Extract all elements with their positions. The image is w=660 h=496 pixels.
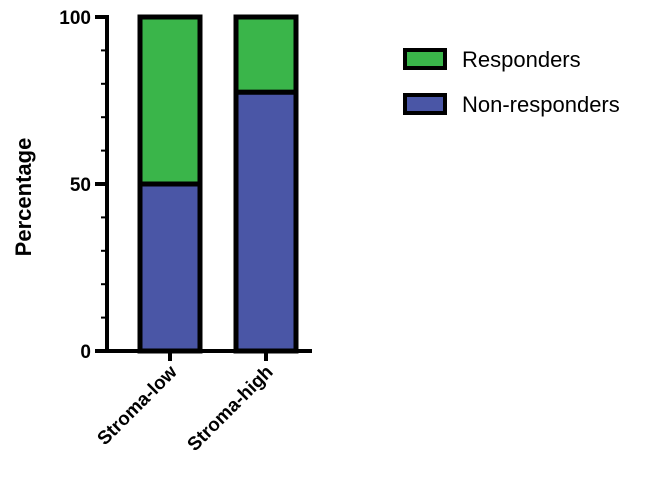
bar-stroma-high-responders [233,14,299,95]
y-tick-label: 50 [70,175,91,196]
x-tick-label: Stroma-high [184,362,278,456]
bar-stroma-low-non-responders [137,181,203,354]
bar-stroma-low-responders [137,14,203,187]
legend-swatch-non-responders [403,93,447,115]
legend-label-responders: Responders [462,47,581,72]
x-tick-label: Stroma-low [94,362,182,450]
y-axis-title: Percentage [11,138,36,257]
legend-label-non-responders: Non-responders [462,92,620,117]
y-axis-title-group: Percentage [11,138,36,257]
plot-layer [137,14,299,354]
legend: Responders Non-responders [403,47,620,117]
bar-stroma-high-non-responders [233,89,299,354]
y-tick-label: 0 [80,342,91,363]
y-tick-label: 100 [59,8,91,29]
legend-swatch-responders [403,48,447,70]
